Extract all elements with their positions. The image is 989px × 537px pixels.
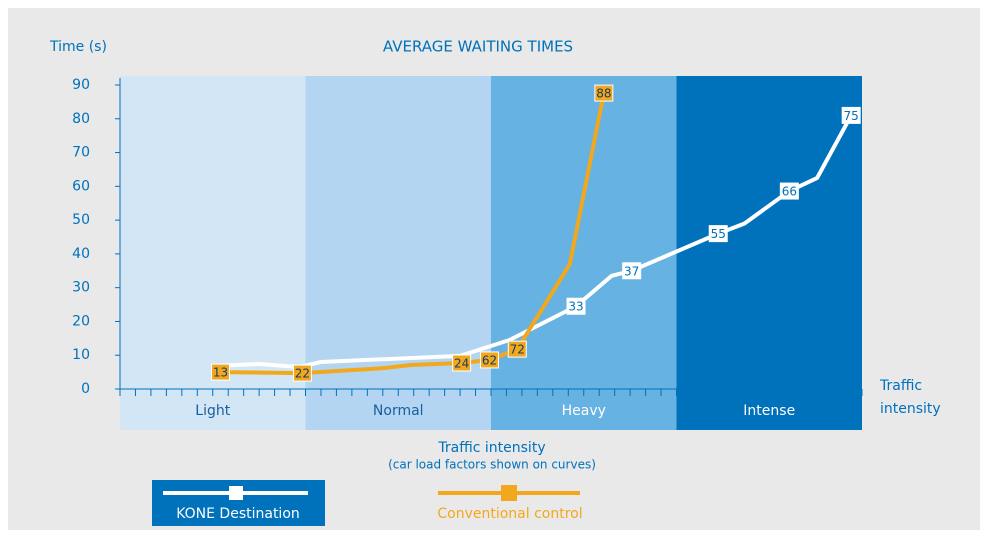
load-label: 88: [596, 87, 611, 101]
load-label: 75: [844, 109, 859, 123]
load-label: 24: [454, 356, 469, 370]
load-label: 55: [711, 227, 726, 241]
load-label-box: [622, 262, 642, 280]
load-label-box: [210, 363, 230, 381]
y-tick-label: 50: [72, 212, 90, 228]
y-tick-label: 20: [72, 313, 90, 329]
load-label: 37: [624, 264, 639, 278]
band-label: Heavy: [562, 403, 606, 419]
legend-marker: [229, 486, 243, 500]
load-label-box: [779, 182, 799, 200]
load-label-box: [479, 351, 499, 369]
y-tick-label: 70: [72, 145, 90, 161]
load-label: 72: [510, 343, 525, 357]
y-tick-label: 40: [72, 246, 90, 262]
load-label-box: [841, 106, 861, 124]
y-axis-label: Time (s): [49, 39, 107, 55]
band: [676, 76, 862, 430]
load-label: 62: [482, 353, 497, 367]
y-tick-label: 60: [72, 178, 90, 194]
load-label: 13: [213, 366, 228, 380]
legend-marker: [501, 485, 517, 501]
load-label: 22: [295, 367, 310, 381]
x-end-label: intensity: [880, 401, 941, 417]
y-tick-label: 10: [72, 347, 90, 363]
x-axis-sublabel: (car load factors shown on curves): [388, 458, 596, 472]
load-label: 33: [568, 300, 583, 314]
y-tick-label: 30: [72, 280, 90, 296]
load-label-box: [566, 297, 586, 315]
load-label-box: [452, 354, 472, 372]
band-label: Intense: [743, 403, 795, 419]
legend-label: Conventional control: [437, 506, 582, 522]
x-end-label: Traffic: [879, 378, 922, 394]
load-label-box: [594, 84, 614, 102]
x-axis-label: Traffic intensity: [437, 440, 545, 456]
load-label: 66: [782, 185, 797, 199]
y-tick-label: 0: [81, 381, 90, 397]
load-label-box: [708, 225, 728, 243]
band-label: Light: [195, 403, 230, 419]
chart-title: AVERAGE WAITING TIMES: [383, 38, 573, 56]
load-label-box: [507, 340, 527, 358]
y-tick-label: 90: [72, 77, 90, 93]
band-label: Normal: [373, 403, 424, 419]
band: [305, 76, 491, 430]
band: [491, 76, 677, 430]
legend-label: KONE Destination: [176, 506, 300, 522]
y-tick-label: 80: [72, 111, 90, 127]
load-label-box: [292, 364, 312, 382]
